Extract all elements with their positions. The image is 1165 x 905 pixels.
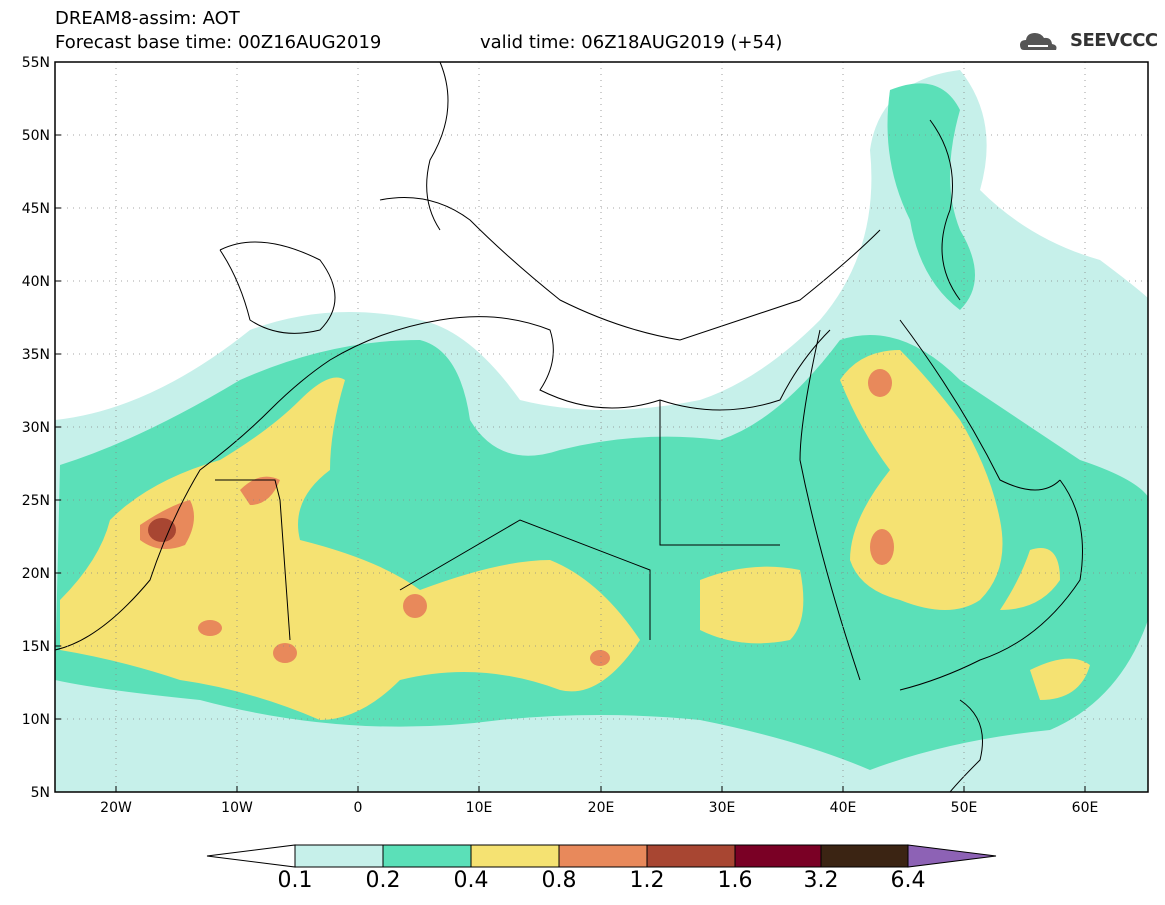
lat-label: 25N xyxy=(22,493,50,509)
colorbar-label: 6.4 xyxy=(890,868,926,893)
lat-label: 45N xyxy=(22,201,50,217)
colorbar-segment xyxy=(382,844,472,868)
aot-band-1.2-west-sahara xyxy=(148,518,176,542)
colorbar xyxy=(206,844,997,868)
lon-label: 40E xyxy=(830,800,857,816)
colorbar-segment xyxy=(294,844,384,868)
lon-label: 10E xyxy=(466,800,493,816)
lon-label: 20W xyxy=(100,800,132,816)
lon-label: 50E xyxy=(951,800,978,816)
aot-band-0.8-niger xyxy=(403,594,427,618)
colorbar-label: 1.2 xyxy=(629,868,665,893)
aot-band-0.8-mali xyxy=(273,643,297,663)
aot-band-0.8-mauritania xyxy=(240,476,280,505)
lat-label: 50N xyxy=(22,128,50,144)
map-title: DREAM8-assim: AOT xyxy=(55,8,240,29)
colorbar-label: 3.2 xyxy=(803,868,839,893)
aot-band-0.4-oman xyxy=(1000,548,1060,610)
colorbar-label: 0.2 xyxy=(365,868,401,893)
colorbar-segment xyxy=(734,844,822,868)
lon-label: 30E xyxy=(709,800,736,816)
lat-label: 20N xyxy=(22,566,50,582)
lat-label: 35N xyxy=(22,347,50,363)
lat-label: 55N xyxy=(22,55,50,71)
aot-band-0.8-iraq xyxy=(868,369,892,397)
colorbar-segment xyxy=(646,844,736,868)
aot-band-0.8-senegal xyxy=(198,620,222,636)
lon-label: 20E xyxy=(588,800,615,816)
grid xyxy=(55,62,1148,792)
lon-label: 10W xyxy=(221,800,253,816)
aot-band-0.4-arabian-sea xyxy=(1030,658,1090,700)
logo-text: SEEVCCC xyxy=(1070,30,1158,51)
lat-label: 40N xyxy=(22,274,50,290)
colorbar-label: 0.8 xyxy=(541,868,577,893)
lon-label: 0 xyxy=(354,800,363,816)
valid-time: valid time: 06Z18AUG2019 (+54) xyxy=(480,32,783,53)
lat-label: 5N xyxy=(31,785,50,801)
aot-band-0.4-sudan xyxy=(700,566,804,644)
colorbar-label: 1.6 xyxy=(717,868,753,893)
aot-band-0.8-chad xyxy=(590,650,610,666)
coastlines xyxy=(54,61,1083,793)
colorbar-segment xyxy=(470,844,560,868)
aot-band-0.2-caspian xyxy=(887,83,975,310)
colorbar-segment xyxy=(558,844,648,868)
lat-label: 15N xyxy=(22,639,50,655)
colorbar-label: 0.4 xyxy=(453,868,489,893)
aot-band-0.8-saudi xyxy=(870,529,894,565)
colorbar-segment xyxy=(907,844,997,868)
cloud-logo-icon xyxy=(1020,33,1057,50)
colorbar-segment xyxy=(820,844,909,868)
lat-label: 10N xyxy=(22,712,50,728)
lat-label: 30N xyxy=(22,420,50,436)
colorbar-segment xyxy=(206,844,296,868)
lon-label: 60E xyxy=(1072,800,1099,816)
forecast-base-time: Forecast base time: 00Z16AUG2019 xyxy=(55,32,382,53)
colorbar-label: 0.1 xyxy=(277,868,313,893)
